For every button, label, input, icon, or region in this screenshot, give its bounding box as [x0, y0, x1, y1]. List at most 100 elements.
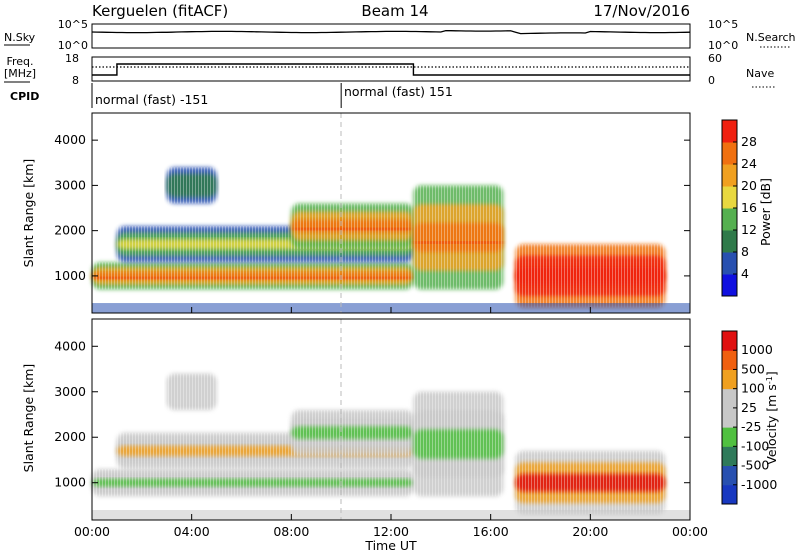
power-ytick-label-1: 2000 — [54, 223, 86, 238]
velocity-colorbar: 1000 500 100 25 -25 -100 -500 -1000 — [721, 330, 777, 505]
freq-tick-top: 18 — [65, 52, 79, 65]
freq-unit: [MHz] — [4, 67, 36, 80]
velocity-colorbar-cell-1 — [722, 465, 737, 486]
power-colorbar-cell-7 — [722, 120, 737, 143]
velocity-ytick-label-3: 4000 — [54, 338, 86, 353]
velocity-colorbar-tick-label-1: 500 — [741, 361, 765, 376]
velocity-band-5 — [515, 450, 666, 515]
power-colorbar-tick-label-5: 24 — [741, 156, 757, 171]
beam-title: Beam 14 — [361, 2, 428, 20]
power-colorbar-cell-6 — [722, 142, 737, 165]
time-tick-label-2: 08:00 — [273, 524, 309, 539]
time-tick-label-1: 04:00 — [174, 524, 210, 539]
power-colorbar-label: Power [dB] — [758, 178, 773, 246]
power-y-axis: 1000 2000 3000 4000 — [54, 132, 690, 283]
x-axis-label: Time UT — [364, 538, 417, 553]
velocity-colorbar-label: Velocity [m s-1] — [764, 371, 779, 464]
power-colorbar-tick-label-2: 12 — [741, 222, 757, 237]
nave-tick-bottom: 0 — [708, 74, 715, 87]
velocity-echoes — [92, 373, 690, 520]
velocity-colorbar-cell-3 — [722, 427, 737, 447]
power-colorbar-cell-0 — [722, 274, 737, 297]
velocity-y-axis: 1000 2000 3000 4000 — [54, 338, 690, 490]
velocity-band-5-texture — [515, 450, 666, 515]
power-band-3 — [291, 203, 414, 249]
cpid-segment-2: normal (fast) 151 — [344, 84, 453, 99]
time-tick-label-3: 12:00 — [373, 524, 409, 539]
velocity-y-label: Slant Range [km] — [21, 364, 36, 473]
velocity-band-2 — [166, 373, 217, 410]
noise-panel: N.Sky 10^5 10^0 10^5 10^0 N.Search — [4, 18, 796, 52]
velocity-colorbar-tick-label-5: -100 — [741, 438, 769, 453]
velocity-colorbar-cell-0 — [722, 484, 737, 505]
power-band-2 — [166, 167, 217, 204]
power-panel: 1000 2000 3000 4000 Slant Range [km] 4 8 12 16… — [21, 112, 773, 314]
noise-right-tick-bottom: 10^0 — [708, 39, 738, 52]
time-tick-label-0: 00:00 — [74, 524, 110, 539]
power-colorbar-cell-4 — [722, 186, 737, 209]
velocity-band-3-texture — [291, 409, 414, 456]
power-colorbar-tick-label-6: 28 — [741, 134, 757, 149]
power-echoes — [92, 167, 690, 313]
velocity-colorbar-cell-2 — [722, 446, 737, 467]
power-band-0 — [92, 262, 414, 290]
station-title: Kerguelen (fitACF) — [92, 2, 228, 20]
power-band-5-texture — [515, 244, 666, 308]
noise-right-tick-top: 10^5 — [708, 18, 738, 31]
time-tick-label-6: 00:00 — [672, 524, 708, 539]
power-colorbar-cell-2 — [722, 230, 737, 253]
noise-left-tick-top: 10^5 — [58, 18, 88, 31]
power-y-label: Slant Range [km] — [21, 159, 36, 268]
power-band-2-texture — [166, 167, 217, 204]
power-band-5 — [515, 244, 666, 308]
velocity-colorbar-cell-6 — [722, 369, 737, 390]
nave-label: Nave — [746, 67, 774, 80]
cpid-segment-1: normal (fast) -151 — [95, 92, 208, 107]
velocity-colorbar-cell-4 — [722, 407, 737, 428]
noise-panel-frame — [91, 23, 691, 49]
velocity-band-3 — [291, 409, 414, 456]
velocity-colorbar-tick-label-2: 100 — [741, 381, 765, 396]
velocity-colorbar-tick-label-6: -500 — [741, 458, 769, 473]
noise-left-tick-bottom: 10^0 — [58, 39, 88, 52]
freq-tick-bottom: 8 — [72, 74, 79, 87]
power-colorbar-tick-label-1: 8 — [741, 244, 749, 259]
velocity-colorbar-tick-label-0: 1000 — [741, 342, 773, 357]
noise-left-label: N.Sky — [4, 31, 36, 44]
velocity-colorbar-frame — [721, 330, 738, 505]
velocity-ytick-label-2: 3000 — [54, 384, 86, 399]
velocity-band-4-texture — [413, 391, 504, 497]
power-colorbar-cell-3 — [722, 208, 737, 231]
power-ytick-label-2: 3000 — [54, 177, 86, 192]
freq-trace — [92, 63, 690, 76]
freq-panel-frame — [91, 56, 691, 82]
velocity-ytick-label-0: 1000 — [54, 475, 86, 490]
power-band-0-texture — [92, 262, 414, 290]
cpid-row: CPID normal (fast) -151 normal (fast) 15… — [10, 83, 453, 108]
power-colorbar-cell-5 — [722, 164, 737, 187]
power-band-3-texture — [291, 203, 414, 249]
velocity-band-0 — [92, 469, 414, 497]
power-colorbar-tick-label-4: 20 — [741, 178, 757, 193]
noise-trace — [91, 29, 691, 35]
power-ytick-label-0: 1000 — [54, 268, 86, 283]
time-tick-label-5: 20:00 — [572, 524, 608, 539]
noise-right-label: N.Search — [746, 31, 796, 44]
freq-panel: Freq. [MHz] 18 8 60 0 Nave — [4, 52, 775, 88]
date-title: 17/Nov/2016 — [593, 2, 690, 20]
velocity-colorbar-tick-label-7: -1000 — [741, 477, 777, 492]
power-colorbar-tick-label-3: 16 — [741, 200, 757, 215]
velocity-band-0-texture — [92, 469, 414, 497]
power-colorbar: 4 8 12 16 20 24 28 — [721, 119, 757, 297]
velocity-panel: 1000 2000 3000 4000 00:00 04:00 08:00 12:00 16:… — [21, 307, 779, 553]
velocity-colorbar-tick-label-4: -25 — [741, 419, 761, 434]
power-ytick-label-3: 4000 — [54, 132, 86, 147]
velocity-colorbar-cell-5 — [722, 388, 737, 409]
velocity-band-4 — [413, 391, 504, 497]
velocity-colorbar-cell-7 — [722, 350, 737, 370]
time-x-axis: 00:00 04:00 08:00 12:00 16:00 20:00 00:00 — [74, 307, 708, 539]
velocity-colorbar-cell-8 — [722, 331, 737, 351]
power-band-4 — [413, 185, 504, 290]
power-colorbar-tick-label-0: 4 — [741, 266, 749, 281]
